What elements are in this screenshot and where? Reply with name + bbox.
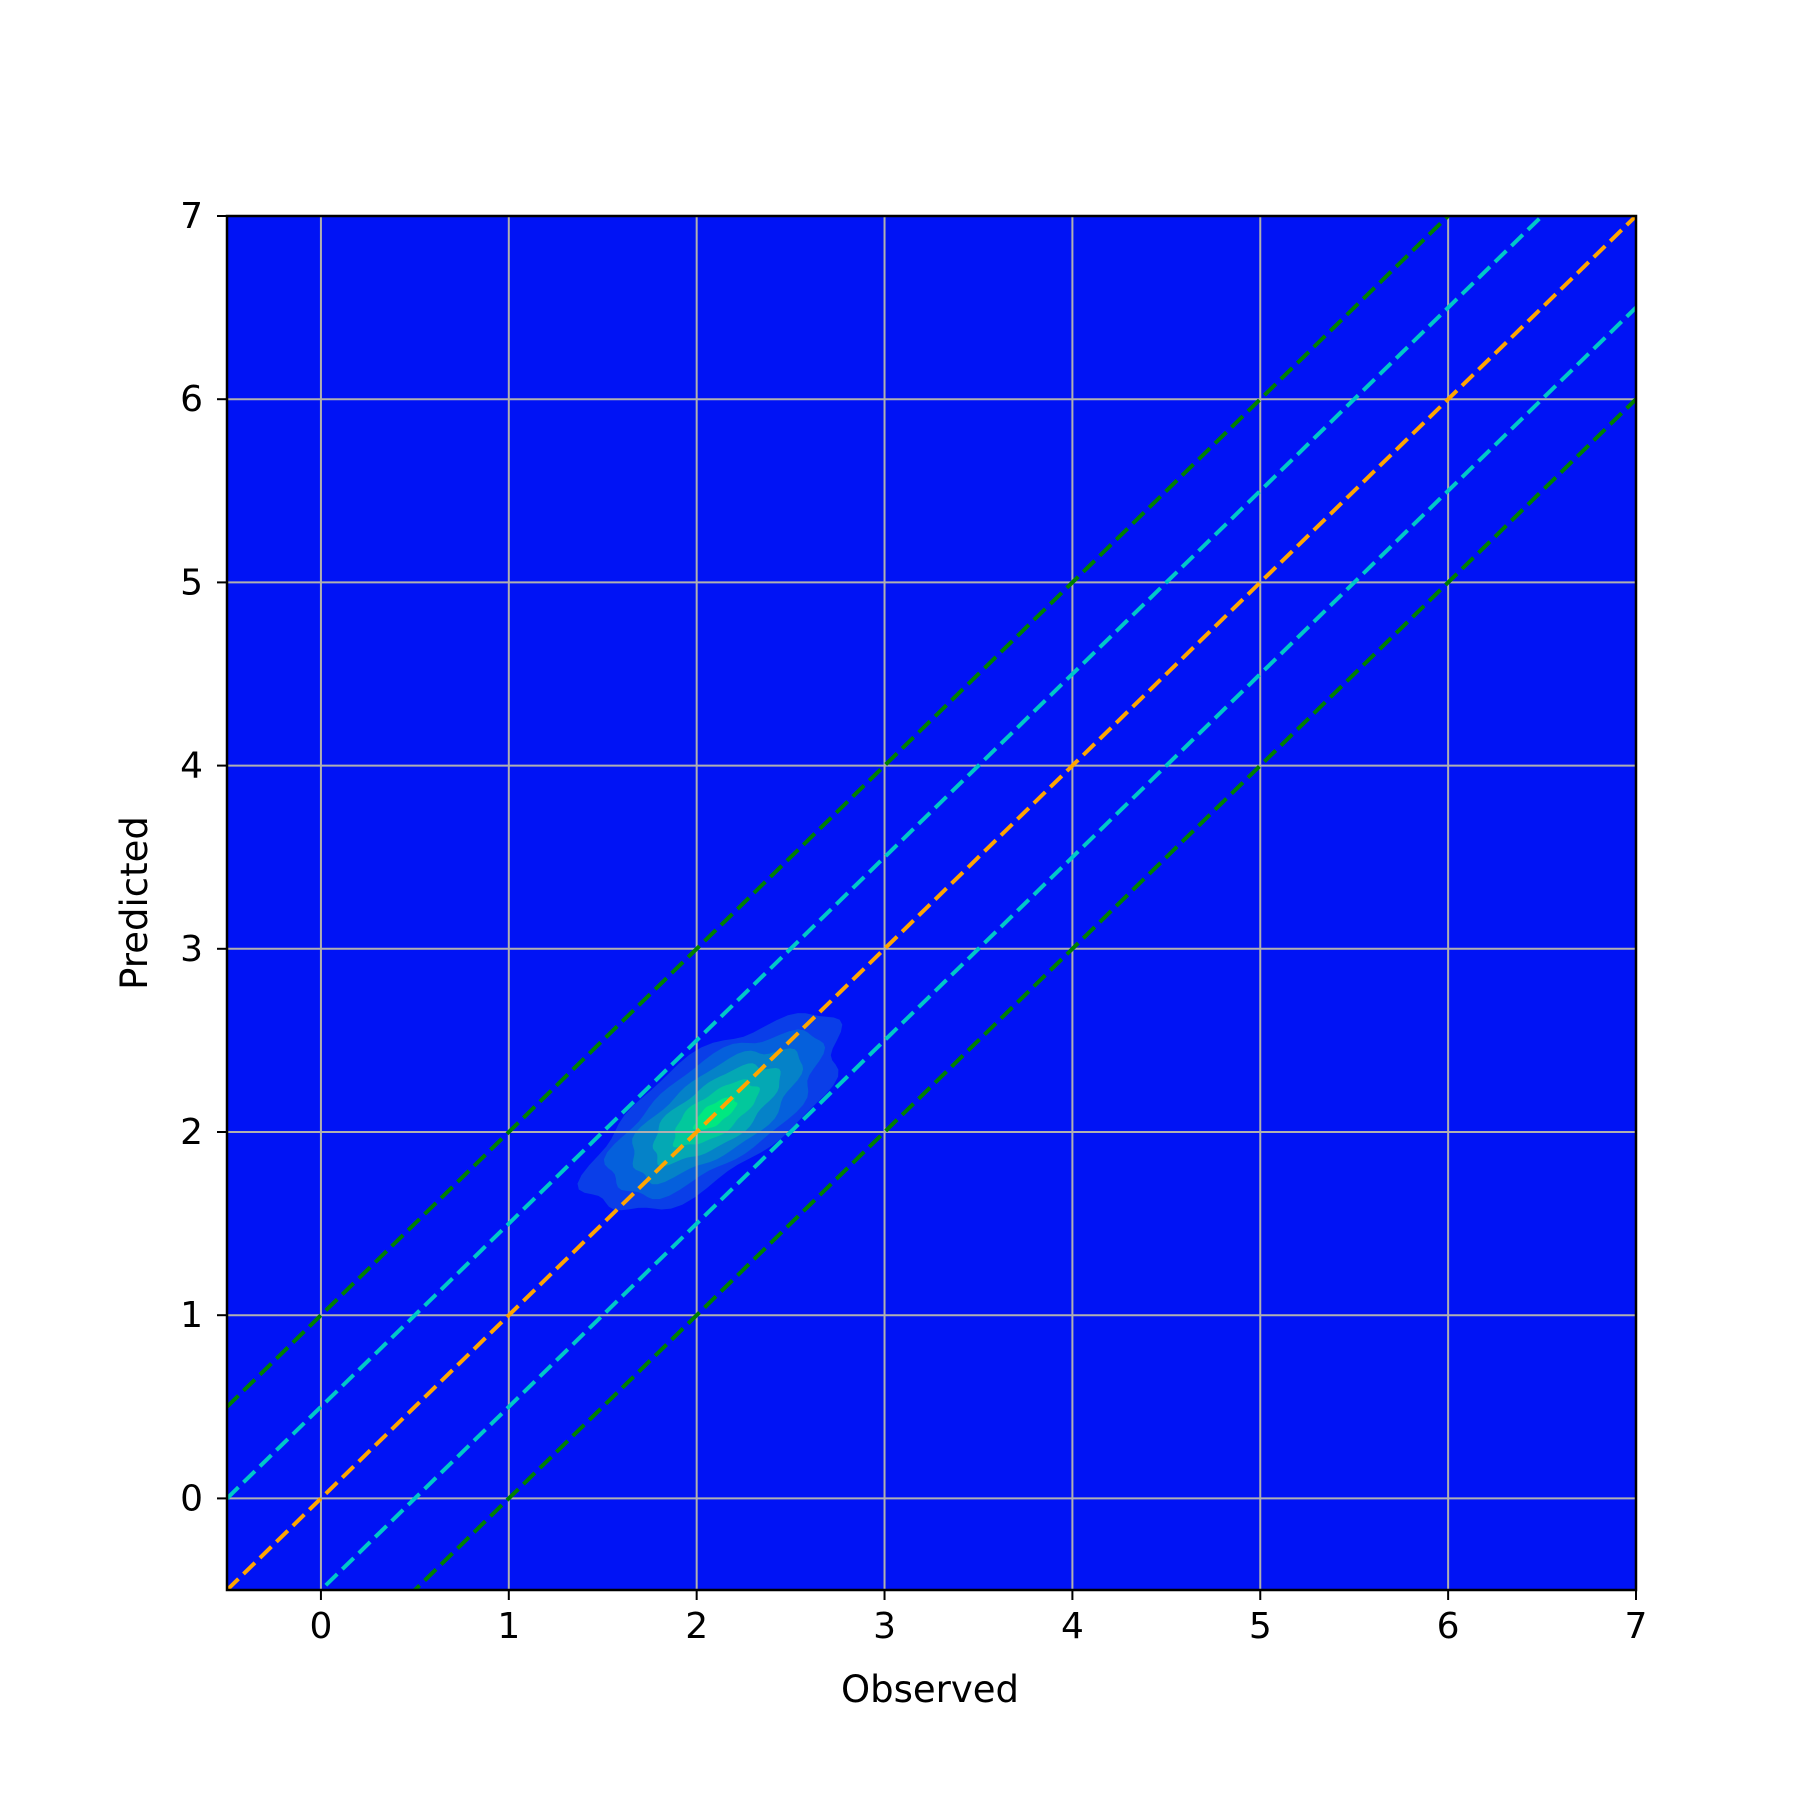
reference-line-4 [412, 397, 1636, 1590]
y-tick-label-7: 7 [180, 196, 203, 237]
y-tick-label-4: 4 [180, 746, 203, 787]
x-axis-label: Observed [841, 1668, 1019, 1711]
x-tick-label-6: 6 [1437, 1606, 1460, 1647]
x-tick-label-2: 2 [685, 1606, 708, 1647]
axis-ticks: 0 1 2 3 4 5 6 7 0 1 2 3 4 5 6 7 [180, 196, 1647, 1647]
y-axis-label: Predicted [113, 816, 156, 990]
x-tick-label-3: 3 [873, 1606, 896, 1647]
y-tick-label-1: 1 [180, 1295, 203, 1336]
y-tick-label-5: 5 [180, 562, 203, 603]
x-tick-label-0: 0 [309, 1606, 332, 1647]
reference-lines [227, 216, 1636, 1590]
y-tick-label-0: 0 [180, 1478, 203, 1519]
reference-line-2 [227, 216, 1636, 1590]
x-tick-label-7: 7 [1625, 1606, 1648, 1647]
x-tick-label-5: 5 [1249, 1606, 1272, 1647]
y-tick-label-6: 6 [180, 379, 203, 420]
y-tick-label-3: 3 [180, 929, 203, 970]
x-tick-label-4: 4 [1061, 1606, 1084, 1647]
x-tick-label-1: 1 [497, 1606, 520, 1647]
plot-frame [225, 214, 1638, 1592]
reference-line-0 [227, 216, 1451, 1409]
reference-line-3 [318, 306, 1636, 1590]
y-tick-label-2: 2 [180, 1112, 203, 1153]
reference-line-1 [227, 216, 1545, 1500]
